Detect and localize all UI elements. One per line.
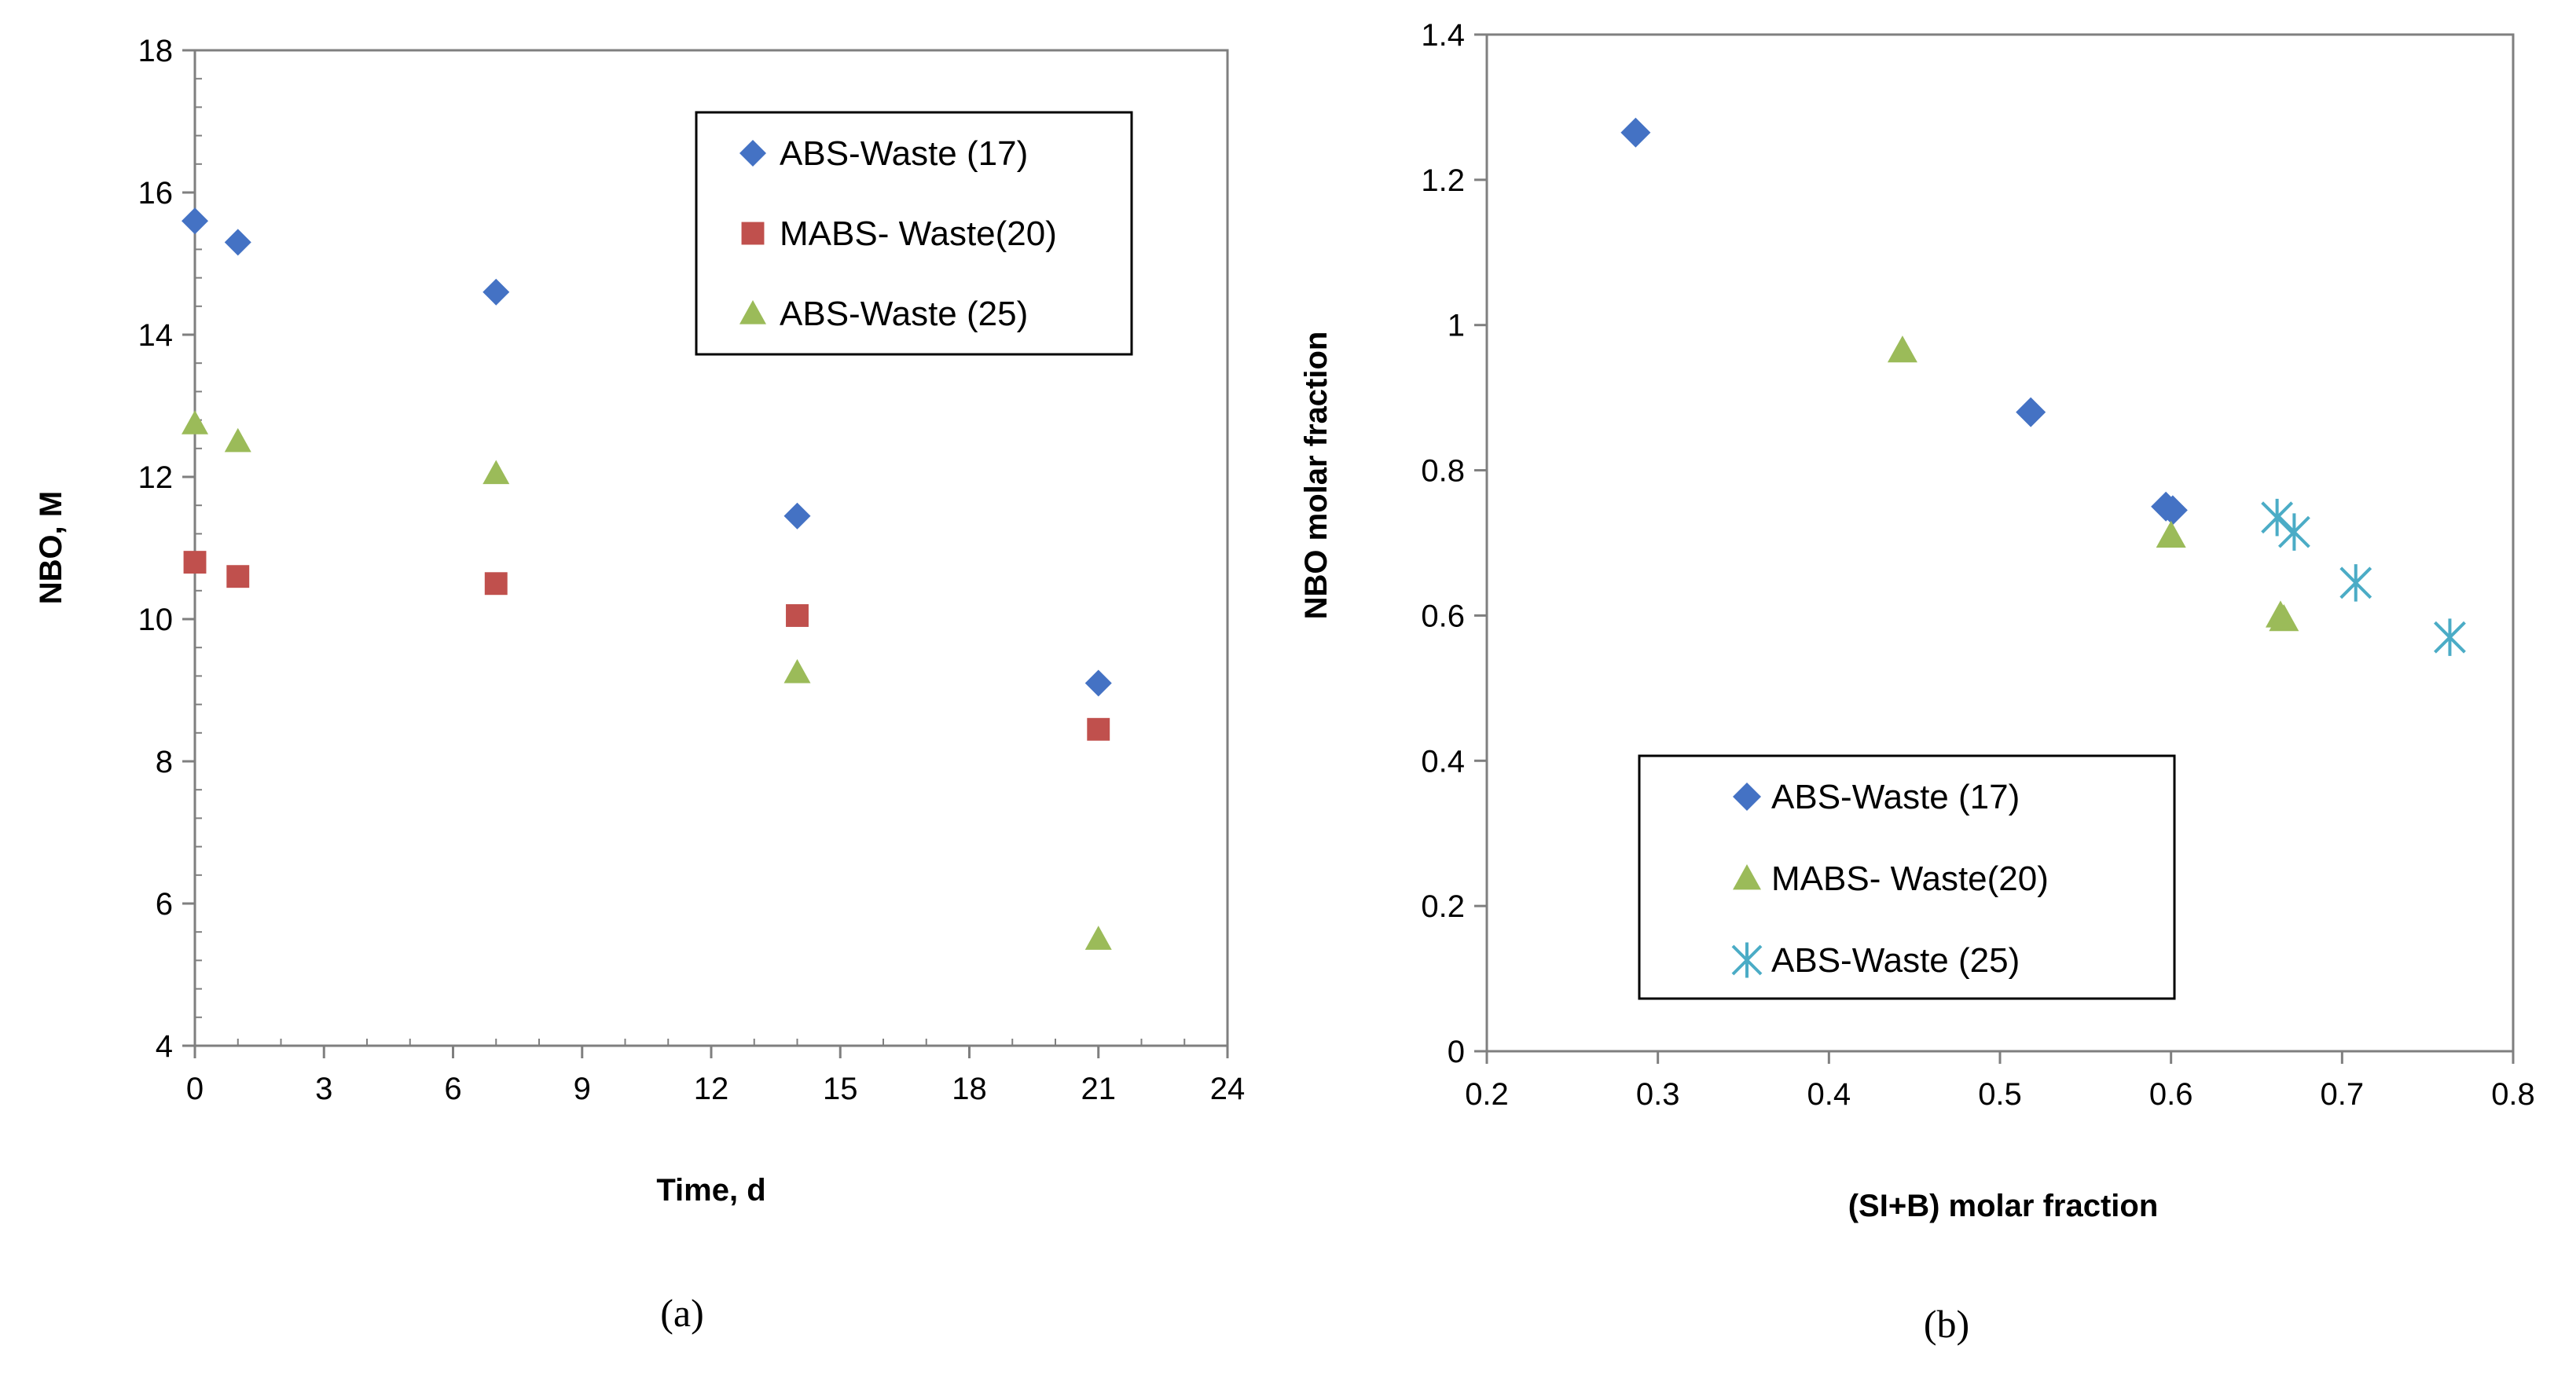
y-tick-label: 1.4 (1421, 18, 1465, 53)
data-point (783, 502, 811, 530)
y-tick-label: 0 (1448, 1035, 1465, 1069)
series-1 (182, 207, 1112, 697)
y-axis-title: NBO molar fraction (1299, 332, 1334, 620)
data-point (2157, 495, 2188, 526)
x-tick-label: 15 (823, 1072, 858, 1106)
x-tick-label: 0.3 (1636, 1077, 1680, 1112)
data-point (226, 565, 250, 588)
legend-marker (739, 140, 766, 167)
y-tick-label: 16 (138, 176, 174, 211)
data-point (484, 572, 508, 596)
x-tick-label: 3 (315, 1072, 332, 1106)
legend-entry-label: MABS- Waste(20) (780, 214, 1057, 253)
x-tick-label: 24 (1210, 1072, 1246, 1106)
legend-marker (1733, 783, 1761, 811)
legend-box (695, 111, 1133, 356)
legend-marker (1733, 864, 1761, 890)
x-tick-label: 0.7 (2321, 1077, 2365, 1112)
data-point (1087, 717, 1110, 741)
data-point (224, 427, 251, 453)
legend-box (1638, 754, 2176, 1000)
data-point (483, 460, 510, 485)
y-tick-label: 0.6 (1421, 599, 1465, 633)
data-point (1887, 335, 1917, 363)
legend-entry-label: MABS- Waste(20) (1771, 860, 2049, 898)
y-tick-label: 10 (138, 603, 174, 637)
data-point (2016, 397, 2046, 427)
data-point (182, 410, 208, 434)
legend-entry-label: ABS-Waste (25) (780, 295, 1028, 333)
y-tick-label: 0.4 (1421, 744, 1465, 779)
y-tick-label: 1 (1448, 309, 1465, 343)
data-point (2261, 498, 2294, 537)
panel-label: (a) (660, 1291, 704, 1335)
data-point (2156, 520, 2186, 548)
data-point (183, 551, 207, 574)
chart-a-nbo-vs-time: 0 3 6 9 12 15 18 21 24 4 6 8 10 12 14 16 18 Time, d NBO, M… (34, 34, 1245, 1335)
y-tick-label: 12 (138, 460, 174, 495)
legend-marker (739, 300, 766, 324)
x-tick-label: 0 (186, 1072, 204, 1106)
legend-marker (741, 222, 765, 245)
x-tick-label: 0.6 (2149, 1077, 2193, 1112)
data-point (1084, 669, 1112, 697)
x-tick-label: 6 (444, 1072, 461, 1106)
x-tick-label: 21 (1081, 1072, 1117, 1106)
legend-entry-label: ABS-Waste (17) (1771, 778, 2020, 816)
data-point (783, 658, 811, 684)
x-tick-label: 18 (952, 1072, 987, 1106)
data-point (182, 207, 208, 235)
x-tick-label: 0.8 (2491, 1077, 2535, 1112)
data-point (1084, 926, 1112, 950)
legend: ABS-Waste (17) MABS- Waste(20) ABS-Waste (… (1638, 754, 2176, 1000)
legend-entry-label: ABS-Waste (17) (780, 134, 1028, 173)
data-point (786, 604, 809, 627)
x-tick-label: 0.2 (1465, 1077, 1509, 1112)
data-point (2277, 513, 2310, 551)
y-tick-label: 4 (156, 1029, 173, 1064)
y-tick-label: 0.2 (1421, 889, 1465, 924)
series-1 (1620, 117, 2188, 526)
y-tick-label: 18 (138, 34, 174, 68)
data-point (224, 229, 251, 256)
y-tick-label: 6 (156, 887, 173, 922)
legend: ABS-Waste (17) MABS- Waste(20) ABS-Waste (… (695, 111, 1133, 356)
legend-marker (1731, 942, 1763, 978)
data-point (2269, 604, 2299, 632)
series-2 (183, 551, 1110, 741)
legend-entry-label: ABS-Waste (25) (1771, 941, 2020, 980)
x-tick-label: 9 (574, 1072, 591, 1106)
data-point (2339, 564, 2372, 602)
y-tick-label: 1.2 (1421, 163, 1465, 198)
x-tick-label: 12 (694, 1072, 729, 1106)
x-tick-label: 0.4 (1807, 1077, 1851, 1112)
x-axis-title: (SI+B) molar fraction (1848, 1189, 2159, 1223)
y-tick-label: 14 (138, 318, 174, 353)
data-point (483, 278, 510, 306)
y-axis-title: NBO, M (34, 491, 68, 604)
y-tick-label: 0.8 (1421, 454, 1465, 489)
data-point (1620, 117, 1651, 148)
panel-label: (b) (1924, 1302, 1969, 1346)
series-3 (2261, 498, 2466, 656)
chart-b-nbo-vs-si-b: 0.2 0.3 0.4 0.5 0.6 0.7 0.800.20.40.60.811.21.… (1299, 18, 2535, 1346)
x-tick-label: 0.5 (1978, 1077, 2022, 1112)
series-2 (1887, 335, 2299, 632)
data-point (2434, 618, 2466, 656)
y-tick-label: 8 (156, 745, 173, 779)
x-axis-title: Time, d (656, 1173, 765, 1208)
series-3 (182, 410, 1112, 950)
